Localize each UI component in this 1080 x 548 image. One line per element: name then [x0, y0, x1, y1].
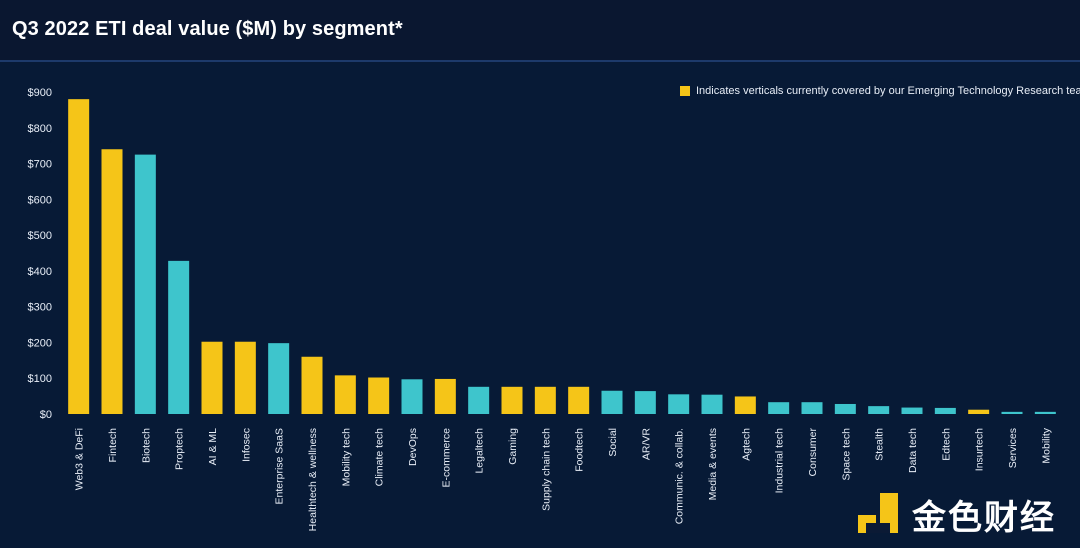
x-tick-label: AR/VR [640, 428, 652, 461]
bar [834, 403, 856, 414]
bar [968, 409, 990, 414]
bar [68, 99, 90, 415]
y-tick-label: $300 [28, 302, 52, 314]
bar-chart: $0 $100 $200 $300 $400 $500 $600 $700 $800 $900 We… [28, 87, 1056, 531]
x-tick-label: Data tech [907, 428, 919, 473]
x-tick-label: Biotech [140, 428, 152, 463]
x-tick-label: Infosec [240, 428, 252, 462]
bar [901, 407, 923, 414]
x-tick-label: Consumer [807, 427, 819, 476]
bar [101, 149, 123, 414]
x-tick-label: Mobility tech [340, 428, 352, 487]
x-tick-label: Social [607, 428, 619, 457]
bar [934, 407, 956, 414]
bar [601, 390, 623, 414]
y-tick-label: $600 [28, 194, 52, 206]
y-tick-label: $900 [28, 87, 52, 99]
x-tick-label: Industrial tech [774, 428, 786, 494]
legend: Indicates verticals currently covered by… [680, 85, 1080, 97]
bar [1001, 411, 1023, 414]
bar [701, 394, 723, 414]
x-tick-label: Fintech [107, 428, 119, 463]
bar [201, 341, 223, 414]
bar [634, 391, 656, 414]
x-tick-label: Mobility [1040, 427, 1052, 463]
y-tick-label: $400 [28, 266, 52, 278]
y-tick-label: $500 [28, 230, 52, 242]
bar [368, 377, 390, 414]
watermark-text: 金色财经 [912, 499, 1056, 537]
x-tick-label: AI & ML [207, 428, 219, 466]
bar [401, 379, 423, 414]
x-tick-label: Legaltech [474, 428, 486, 474]
bar [301, 356, 323, 414]
bar [668, 394, 690, 414]
x-tick-label: Edtech [940, 428, 952, 461]
y-tick-label: $800 [28, 123, 52, 135]
bar [501, 386, 523, 414]
x-tick-label: Gaming [507, 428, 519, 465]
bar [234, 341, 256, 414]
bar [168, 260, 190, 414]
bar [801, 402, 823, 414]
x-tick-label: Healthtech & wellness [307, 428, 319, 531]
x-tick-label: Climate tech [374, 428, 386, 487]
bar [768, 402, 790, 414]
chart-area: $0 $100 $200 $300 $400 $500 $600 $700 $800 $900 We… [0, 62, 1080, 548]
header-divider [0, 60, 1080, 62]
x-tick-label: Services [1007, 428, 1019, 468]
x-tick-label: Media & events [707, 428, 719, 500]
bar [334, 375, 356, 414]
chart-title: Q3 2022 ETI deal value ($M) by segment* [12, 18, 403, 40]
bar [268, 343, 290, 414]
x-tick-label: Space tech [840, 428, 852, 481]
legend-swatch [680, 86, 690, 96]
x-tick-label: Supply chain tech [540, 428, 552, 511]
legend-label: Indicates verticals currently covered by… [696, 85, 1080, 97]
x-tick-label: DevOps [407, 428, 419, 466]
bar [568, 386, 590, 414]
bar [534, 386, 556, 414]
bar [868, 406, 890, 414]
jinse-logo-icon [858, 492, 902, 537]
header: Q3 2022 ETI deal value ($M) by segment* [0, 0, 1080, 60]
x-tick-label: Web3 & DeFi [74, 428, 86, 490]
y-tick-label: $200 [28, 337, 52, 349]
y-tick-label: $100 [28, 373, 52, 385]
watermark: 金色财经 [858, 490, 1056, 539]
y-tick-label: $0 [40, 409, 52, 421]
y-tick-label: $700 [28, 159, 52, 171]
bar [1034, 411, 1056, 414]
x-tick-label: Foodtech [574, 428, 586, 472]
x-tick-label: Agtech [740, 428, 752, 461]
x-tick-label: Stealth [874, 428, 886, 461]
bar [468, 386, 490, 414]
x-tick-label: E-commerce [440, 428, 452, 488]
x-tick-label: Proptech [174, 428, 186, 470]
bar [734, 396, 756, 414]
bar [434, 378, 456, 414]
x-tick-label: Insurtech [974, 428, 986, 471]
x-tick-label: Enterprise SaaS [274, 428, 286, 504]
x-tick-label: Communic. & collab. [674, 428, 686, 524]
bar [134, 154, 156, 414]
